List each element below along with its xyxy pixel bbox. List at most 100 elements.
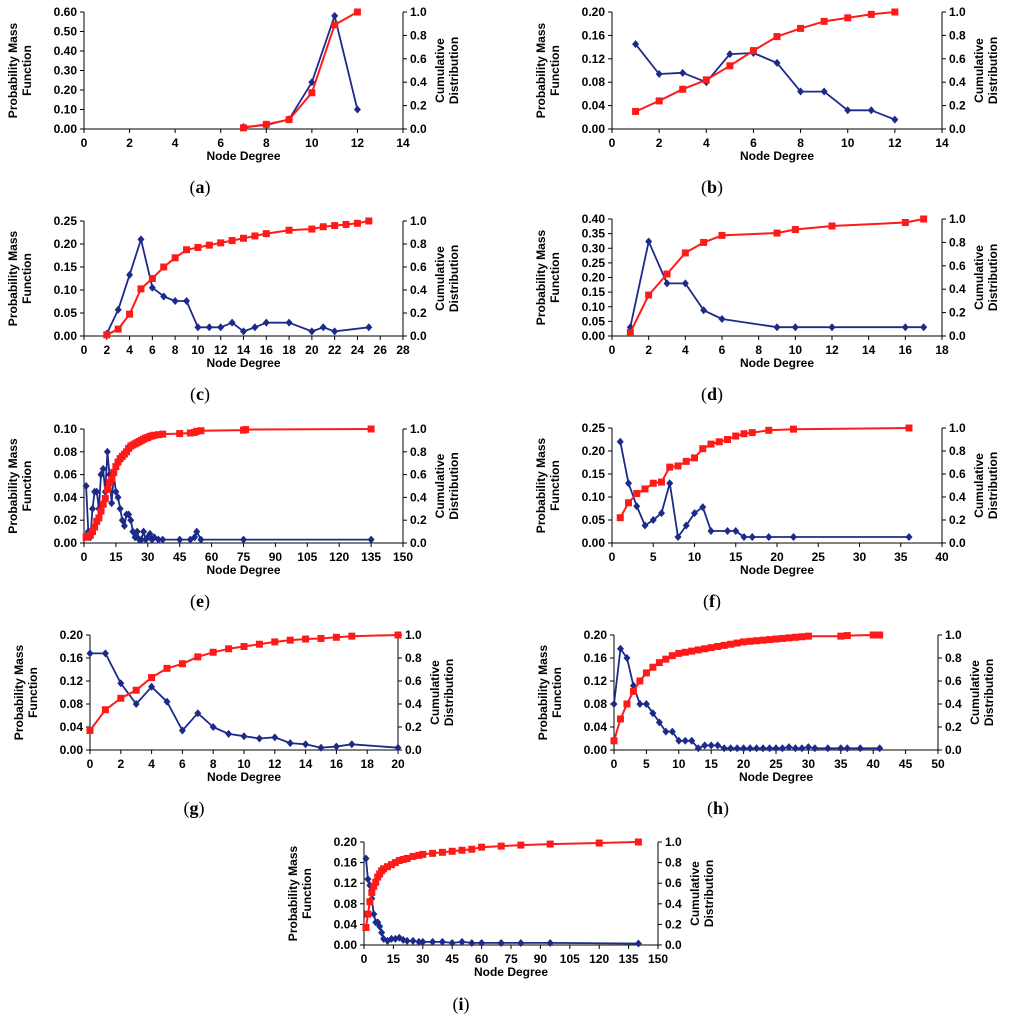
y-tick-label-left: 0.08 (584, 697, 608, 711)
pmf-point (843, 744, 851, 753)
cdf-point (724, 436, 731, 443)
pmf-point (790, 533, 797, 542)
pmf-point (682, 521, 690, 530)
cdf-point (837, 632, 845, 640)
pmf-point (610, 700, 618, 708)
x-tick-label: 30 (416, 952, 430, 966)
y-axis-label-left: Probability MassFunction (6, 438, 34, 534)
cdf-point (331, 21, 339, 29)
cdf-point (616, 514, 624, 522)
cdf-point (225, 645, 233, 653)
cdf-point (367, 425, 375, 433)
cdf-point (160, 263, 168, 271)
y-tick-label-left: 0.20 (54, 237, 78, 251)
cdf-point (798, 633, 806, 641)
cdf-point (718, 231, 726, 239)
y-tick-label-right: 0.0 (410, 122, 427, 136)
y-tick-label-left: 0.20 (582, 5, 606, 19)
y-axis-label-left-line2: Function (548, 460, 562, 511)
pmf-point (365, 323, 373, 332)
y-axis-label-right-line2: Distribution (442, 659, 456, 726)
y-tick-label-left: 0.16 (334, 856, 358, 870)
x-tick-label: 105 (297, 550, 317, 564)
x-tick-label: 12 (214, 343, 228, 357)
x-tick-label: 150 (393, 550, 413, 564)
x-tick-label: 6 (719, 343, 726, 357)
pmf-point (378, 928, 386, 937)
cdf-point (649, 663, 657, 671)
pmf-point (727, 744, 735, 753)
cdf-point (655, 659, 663, 667)
pmf-point (178, 726, 186, 735)
y-tick-label-left: 0.20 (582, 444, 606, 458)
cdf-point (148, 674, 156, 682)
pmf-line (619, 441, 909, 538)
pmf-point (773, 58, 781, 67)
cdf-point (702, 76, 710, 84)
cdf-point (108, 475, 116, 483)
cdf-point (869, 631, 877, 639)
x-axis-label: Node Degree (207, 770, 281, 784)
y-tick-label-right: 0.0 (949, 122, 966, 136)
cdf-point (748, 429, 756, 437)
chart-i: 0 15 30 45 60 75 90 105 120 135 150 0.00 0.04 0.08 0.1… (286, 835, 716, 979)
y-tick-label-right: 0.2 (405, 720, 422, 734)
cdf-point (876, 631, 884, 639)
y-axis-label-left-line1: Probability Mass (534, 438, 548, 534)
cdf-point (348, 632, 356, 640)
cdf-point (370, 882, 378, 890)
x-tick-label: 20 (305, 343, 319, 357)
y-tick-label-right: 0.0 (665, 938, 682, 952)
y-tick-label-left: 0.15 (582, 467, 606, 481)
cdf-point (319, 223, 327, 231)
pmf-point (733, 744, 741, 753)
y-tick-label-right: 0.8 (410, 445, 427, 459)
x-tick-label: 2 (103, 343, 110, 357)
y-tick-label-right: 0.2 (949, 306, 966, 320)
pmf-point (205, 323, 213, 332)
pmf-point (765, 533, 773, 542)
x-axis-label: Node Degree (474, 965, 548, 979)
pmf-point (148, 682, 156, 691)
x-tick-label: 10 (191, 343, 205, 357)
y-axis-label-right-line1: Cumulative (968, 660, 982, 725)
cdf-point (714, 643, 722, 650)
panel-caption: (a) (189, 177, 211, 197)
y-axis-label-right-line1: Cumulative (972, 38, 986, 103)
pmf-point (159, 535, 167, 544)
pmf-point (724, 527, 731, 536)
y-axis-label-left-line1: Probability Mass (6, 23, 20, 119)
x-axis-label: Node Degree (739, 770, 813, 784)
cdf-point (205, 241, 213, 249)
cdf-point (641, 485, 649, 493)
y-axis-label-left-line2: Function (20, 461, 34, 512)
cdf-point (99, 500, 107, 508)
y-tick-label-right: 0.6 (665, 876, 682, 890)
x-tick-label: 14 (299, 757, 313, 771)
cdf-point (317, 634, 325, 642)
panel-caption-letter: e (196, 591, 204, 611)
pmf-point (766, 744, 774, 753)
x-tick-label: 105 (560, 952, 580, 966)
cdf-point (380, 865, 388, 873)
y-tick-label-right: 0.4 (949, 490, 966, 504)
x-tick-label: 0 (609, 550, 616, 564)
pmf-point (302, 740, 310, 749)
cdf-point (634, 838, 642, 846)
x-tick-label: 60 (205, 550, 219, 564)
pmf-point (772, 744, 780, 753)
x-tick-label: 90 (269, 550, 283, 564)
x-tick-label: 16 (330, 757, 344, 771)
pmf-point (331, 11, 339, 20)
y-tick-label-right: 0.6 (945, 674, 962, 688)
cdf-point (308, 225, 316, 233)
cdf-point (97, 507, 105, 515)
y-tick-label-left: 0.20 (60, 628, 84, 642)
pmf-point (726, 50, 734, 59)
y-axis-label-right-line1: Cumulative (433, 38, 447, 103)
x-tick-label: 22 (328, 343, 342, 357)
y-tick-label-right: 0.6 (405, 674, 422, 688)
y-tick-label-left: 0.12 (584, 674, 608, 688)
y-tick-label-right: 0.8 (949, 444, 966, 458)
y-tick-label-right: 0.4 (410, 75, 427, 89)
